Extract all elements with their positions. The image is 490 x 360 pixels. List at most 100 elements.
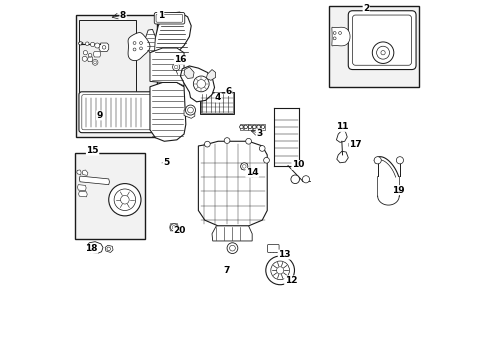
Circle shape — [372, 42, 394, 63]
Bar — [201, 93, 233, 113]
Bar — [240, 124, 243, 130]
Text: 3: 3 — [256, 129, 263, 138]
Circle shape — [244, 125, 247, 129]
Circle shape — [140, 41, 143, 44]
Circle shape — [95, 43, 100, 48]
Polygon shape — [198, 141, 267, 226]
Circle shape — [374, 157, 381, 164]
Text: 14: 14 — [246, 168, 259, 177]
Text: 15: 15 — [86, 146, 99, 155]
Text: 1: 1 — [158, 10, 164, 19]
Polygon shape — [150, 82, 186, 141]
Circle shape — [339, 32, 342, 35]
Circle shape — [259, 145, 265, 151]
Polygon shape — [206, 69, 216, 80]
Circle shape — [82, 56, 87, 61]
Polygon shape — [128, 32, 150, 60]
Circle shape — [197, 80, 205, 88]
Polygon shape — [77, 170, 81, 175]
Bar — [79, 21, 136, 92]
Circle shape — [266, 256, 294, 285]
Polygon shape — [241, 163, 248, 169]
Text: 16: 16 — [174, 55, 187, 64]
Polygon shape — [337, 131, 347, 142]
Bar — [329, 6, 419, 87]
Polygon shape — [332, 27, 350, 46]
Text: 2: 2 — [363, 4, 369, 13]
Polygon shape — [212, 226, 252, 241]
Text: 10: 10 — [292, 161, 304, 170]
Circle shape — [140, 47, 143, 50]
Circle shape — [174, 65, 178, 69]
Circle shape — [188, 107, 194, 113]
Circle shape — [333, 32, 336, 35]
Circle shape — [109, 184, 141, 216]
Circle shape — [114, 189, 136, 211]
Circle shape — [302, 176, 310, 183]
Circle shape — [83, 50, 88, 55]
Circle shape — [396, 157, 403, 164]
Bar — [257, 124, 260, 130]
Circle shape — [224, 138, 230, 143]
Polygon shape — [88, 57, 93, 62]
FancyBboxPatch shape — [348, 11, 416, 69]
Circle shape — [94, 61, 97, 64]
FancyBboxPatch shape — [82, 95, 152, 130]
FancyBboxPatch shape — [79, 92, 155, 133]
Text: 8: 8 — [120, 10, 126, 19]
Circle shape — [172, 226, 176, 229]
Bar — [248, 124, 252, 130]
Circle shape — [107, 247, 111, 251]
Circle shape — [271, 261, 290, 280]
Circle shape — [133, 48, 136, 51]
Circle shape — [252, 125, 256, 129]
Polygon shape — [87, 242, 103, 253]
Circle shape — [377, 46, 390, 59]
Circle shape — [121, 195, 129, 204]
Bar — [74, 153, 145, 239]
Polygon shape — [146, 30, 155, 53]
Circle shape — [261, 125, 265, 129]
Circle shape — [194, 76, 209, 92]
Polygon shape — [150, 48, 184, 86]
Bar — [76, 15, 157, 137]
Circle shape — [257, 125, 260, 129]
Circle shape — [381, 50, 385, 55]
Text: 5: 5 — [163, 158, 169, 167]
Circle shape — [85, 42, 89, 45]
Circle shape — [204, 141, 210, 147]
Circle shape — [102, 45, 106, 49]
Text: 7: 7 — [223, 266, 229, 275]
Polygon shape — [337, 151, 348, 163]
Polygon shape — [180, 66, 215, 102]
Circle shape — [276, 267, 284, 274]
Circle shape — [248, 125, 252, 129]
Polygon shape — [94, 51, 100, 57]
Circle shape — [88, 53, 92, 57]
Text: 19: 19 — [392, 185, 405, 194]
Circle shape — [245, 138, 251, 144]
Text: 6: 6 — [226, 86, 232, 95]
Polygon shape — [79, 176, 109, 185]
Text: 9: 9 — [97, 111, 103, 120]
Circle shape — [186, 105, 196, 115]
Bar — [261, 124, 265, 130]
Circle shape — [243, 165, 246, 168]
Circle shape — [133, 41, 136, 44]
Bar — [244, 124, 247, 130]
Polygon shape — [82, 170, 88, 175]
Polygon shape — [78, 41, 83, 45]
Bar — [200, 92, 234, 114]
Circle shape — [91, 42, 95, 46]
Circle shape — [240, 125, 243, 129]
Circle shape — [291, 175, 299, 184]
Text: 4: 4 — [215, 93, 221, 102]
Circle shape — [92, 245, 97, 250]
Polygon shape — [77, 185, 86, 191]
Circle shape — [241, 163, 248, 170]
Polygon shape — [99, 43, 109, 51]
FancyBboxPatch shape — [352, 141, 361, 148]
Polygon shape — [150, 12, 191, 56]
Polygon shape — [105, 245, 113, 252]
Text: 12: 12 — [285, 276, 297, 285]
